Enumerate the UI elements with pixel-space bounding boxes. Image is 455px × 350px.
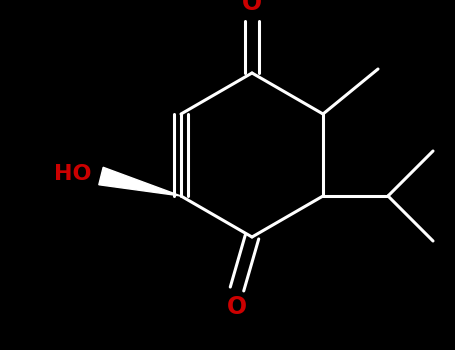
Text: HO: HO [54,164,92,184]
Text: O: O [227,295,247,319]
Text: O: O [242,0,262,15]
Polygon shape [99,167,181,196]
